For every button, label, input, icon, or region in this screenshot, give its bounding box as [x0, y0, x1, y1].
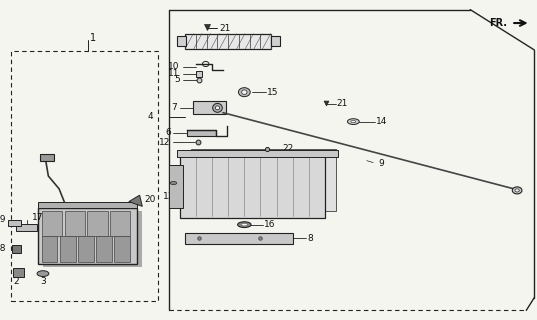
- Bar: [177, 36, 186, 46]
- Text: 11: 11: [169, 69, 180, 78]
- Text: 19: 19: [0, 215, 6, 224]
- Ellipse shape: [237, 222, 251, 228]
- Text: 4: 4: [148, 112, 153, 121]
- Text: 17: 17: [32, 213, 43, 222]
- Ellipse shape: [170, 181, 177, 185]
- Bar: [271, 36, 280, 46]
- Text: 20: 20: [144, 196, 155, 204]
- Text: 10: 10: [169, 62, 180, 71]
- Text: 5: 5: [174, 76, 180, 84]
- Text: 6: 6: [165, 128, 171, 137]
- Ellipse shape: [37, 271, 49, 276]
- Text: FR.: FR.: [489, 18, 507, 28]
- Text: 21: 21: [219, 24, 230, 33]
- Ellipse shape: [351, 120, 356, 123]
- Bar: [96, 236, 112, 262]
- Bar: [177, 150, 338, 157]
- Bar: [43, 211, 142, 267]
- Ellipse shape: [347, 119, 359, 124]
- Bar: [40, 154, 54, 161]
- Bar: [42, 211, 62, 236]
- Polygon shape: [129, 195, 142, 206]
- Bar: [16, 224, 37, 231]
- Bar: [110, 211, 130, 236]
- Text: 3: 3: [40, 277, 46, 286]
- Ellipse shape: [512, 187, 522, 194]
- Bar: [60, 236, 76, 262]
- Bar: [64, 211, 85, 236]
- Text: 12: 12: [159, 138, 171, 147]
- Bar: [180, 155, 325, 218]
- Text: 7: 7: [171, 103, 177, 112]
- Ellipse shape: [241, 223, 248, 226]
- Ellipse shape: [242, 90, 247, 94]
- Bar: [185, 34, 271, 49]
- Ellipse shape: [213, 103, 222, 112]
- Bar: [8, 220, 21, 226]
- Bar: [42, 236, 57, 262]
- Ellipse shape: [215, 106, 220, 110]
- Text: 8: 8: [308, 234, 314, 243]
- Bar: [38, 202, 137, 208]
- Bar: [87, 211, 108, 236]
- Bar: [185, 233, 293, 244]
- Text: 9: 9: [379, 159, 384, 168]
- Bar: [12, 245, 21, 253]
- Text: 15: 15: [267, 88, 279, 97]
- Bar: [191, 149, 336, 211]
- Ellipse shape: [238, 88, 250, 97]
- Ellipse shape: [515, 189, 519, 192]
- Bar: [169, 184, 178, 192]
- Bar: [114, 236, 130, 262]
- Bar: [38, 208, 137, 264]
- Bar: [78, 236, 93, 262]
- Text: 14: 14: [376, 117, 387, 126]
- Bar: [13, 268, 24, 277]
- Text: 22: 22: [282, 144, 294, 153]
- Text: 2: 2: [13, 277, 19, 286]
- Text: 21: 21: [337, 100, 348, 108]
- Bar: [193, 101, 226, 114]
- Bar: [187, 130, 216, 136]
- Bar: [169, 165, 183, 208]
- Text: 13: 13: [163, 192, 175, 201]
- Text: 18: 18: [0, 244, 6, 253]
- Text: 1: 1: [90, 33, 96, 43]
- Text: 16: 16: [264, 220, 275, 229]
